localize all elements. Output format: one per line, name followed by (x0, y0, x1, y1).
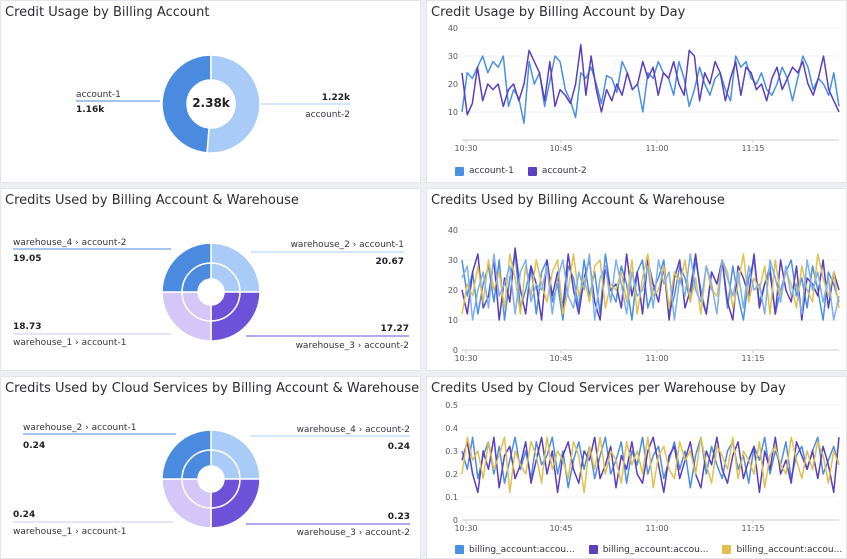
y-tick-label: 10 (448, 316, 458, 325)
y-tick-label: 20 (448, 80, 458, 89)
line-chart: 0 10 20 30 40 10:30 10:45 11:00 11:15 (448, 226, 840, 363)
label-account-1: account-1 (76, 90, 121, 100)
panel-title[interactable]: Credit Usage by Billing Account (5, 5, 210, 20)
value-tr: 0.24 (388, 442, 410, 452)
panel-title[interactable]: Credits Used by Cloud Services by Billin… (5, 381, 420, 396)
legend-label: account-1 (469, 166, 514, 176)
y-tick-label: 0.3 (445, 447, 458, 456)
y-tick-label: 0 (453, 516, 458, 525)
legend-item[interactable]: billing_account:accou... (455, 545, 575, 555)
value-tl: 19.05 (13, 254, 41, 264)
legend-item[interactable]: billing_account:accou... (588, 544, 709, 555)
y-tick-label: 0.5 (445, 401, 458, 410)
label-br: warehouse_3 › account-2 (297, 528, 410, 538)
panel-title[interactable]: Credits Used by Billing Account & Wareho… (5, 193, 299, 208)
chart-legend: billing_account:accou... billing_account… (455, 543, 846, 556)
y-tick-label: 0.2 (445, 470, 458, 479)
series-line-3[interactable] (461, 436, 840, 494)
panel-credit-usage-by-account: Credit Usage by Billing Account 2.38k ac… (0, 0, 421, 183)
slice-account-2[interactable] (206, 54, 261, 154)
sunburst-chart: warehouse_2 › account-1 0.24 warehouse_4… (13, 423, 410, 538)
y-tick-label: 20 (448, 286, 458, 295)
y-tick-label: 30 (448, 256, 458, 265)
legend-swatch (527, 166, 537, 176)
value-br: 17.27 (381, 324, 409, 334)
y-tick-label: 0.1 (445, 493, 458, 502)
sunburst-chart: warehouse_4 › account-2 19.05 warehouse_… (13, 238, 409, 351)
x-tick-label: 11:15 (741, 524, 764, 533)
slice-account-1[interactable] (161, 54, 212, 154)
x-tick-label: 11:00 (645, 144, 668, 153)
legend-swatch (455, 166, 464, 176)
legend-item[interactable]: billing_account:accou... (722, 545, 842, 555)
legend-swatch (455, 545, 464, 554)
panel-title[interactable]: Credit Usage by Billing Account by Day (431, 5, 686, 20)
label-bl: warehouse_1 › account-1 (13, 338, 126, 348)
label-bl: warehouse_1 › account-1 (13, 527, 126, 537)
label-tr: warehouse_4 › account-2 (297, 425, 410, 435)
series-line-1[interactable] (461, 55, 840, 124)
x-tick-label: 10:45 (549, 524, 572, 533)
y-tick-label: 30 (448, 52, 458, 61)
legend-label: account-2 (541, 166, 587, 176)
legend-label: billing_account:accou... (469, 544, 575, 555)
panel-credits-by-account-warehouse: Credits Used by Billing Account & Wareho… (0, 188, 421, 371)
x-tick-label: 11:15 (741, 354, 764, 363)
series-line-2[interactable] (461, 44, 840, 116)
x-tick-label: 10:45 (549, 354, 572, 363)
panel-cloud-services-by-account-warehouse: Credits Used by Cloud Services by Billin… (0, 376, 421, 559)
value-bl: 18.73 (13, 322, 41, 332)
y-tick-label: 40 (448, 226, 458, 235)
x-tick-label: 11:00 (645, 354, 668, 363)
panel-credit-usage-by-day: Credit Usage by Billing Account by Day 1… (426, 0, 847, 183)
value-account-2: 1.22k (322, 93, 351, 103)
y-tick-label: 0 (453, 346, 458, 355)
value-account-1: 1.16k (76, 105, 105, 115)
series-line-3[interactable] (461, 253, 840, 315)
panel-cloud-services-per-warehouse-by-day: Credits Used by Cloud Services per Wareh… (426, 376, 847, 559)
legend-label: billing_account:accou... (602, 544, 709, 555)
legend-item[interactable]: account-2 (527, 166, 587, 176)
chart-legend: account-1 account-2 (455, 166, 587, 176)
series-line-2[interactable] (461, 436, 840, 494)
y-tick-label: 10 (448, 108, 458, 117)
donut-total: 2.38k (192, 96, 231, 110)
panel-credits-by-account-warehouse-timeseries: Credits Used by Billing Account & Wareho… (426, 188, 847, 371)
line-chart: 0 0.1 0.2 0.3 0.4 0.5 10:30 10:45 11:00 11:15 (445, 401, 840, 533)
y-tick-label: 40 (448, 24, 458, 33)
label-br: warehouse_3 › account-2 (296, 341, 409, 351)
value-bl: 0.24 (13, 510, 35, 520)
x-tick-label: 10:30 (454, 144, 477, 153)
value-tl: 0.24 (23, 441, 45, 451)
legend-swatch (588, 545, 598, 554)
panel-title[interactable]: Credits Used by Cloud Services per Wareh… (431, 381, 786, 396)
outer-ring-slice-warehouse-2[interactable] (161, 429, 212, 480)
x-tick-label: 10:30 (454, 524, 477, 533)
value-br: 0.23 (388, 512, 410, 522)
donut-chart: 2.38k account-1 1.16k 1.22k account-2 (76, 54, 351, 154)
x-tick-label: 11:15 (741, 144, 764, 153)
panel-title[interactable]: Credits Used by Billing Account & Wareho… (431, 193, 725, 208)
x-tick-label: 10:45 (549, 144, 572, 153)
x-tick-label: 10:30 (454, 354, 477, 363)
label-tl: warehouse_4 › account-2 (13, 238, 126, 248)
series-line-4[interactable] (461, 253, 840, 321)
x-tick-label: 11:00 (645, 524, 668, 533)
outer-ring-slice-warehouse-4[interactable] (161, 242, 212, 293)
label-tl: warehouse_2 › account-1 (23, 423, 136, 433)
label-tr: warehouse_2 › account-1 (291, 240, 404, 250)
legend-label: billing_account:accou... (736, 544, 843, 555)
legend-swatch (722, 545, 732, 554)
legend-item[interactable]: account-1 (455, 166, 514, 176)
line-chart: 10 20 30 40 10:30 10:45 11:00 11:15 (448, 24, 840, 153)
label-account-2: account-2 (305, 110, 350, 120)
value-tr: 20.67 (376, 257, 404, 267)
y-tick-label: 0.4 (445, 424, 458, 433)
